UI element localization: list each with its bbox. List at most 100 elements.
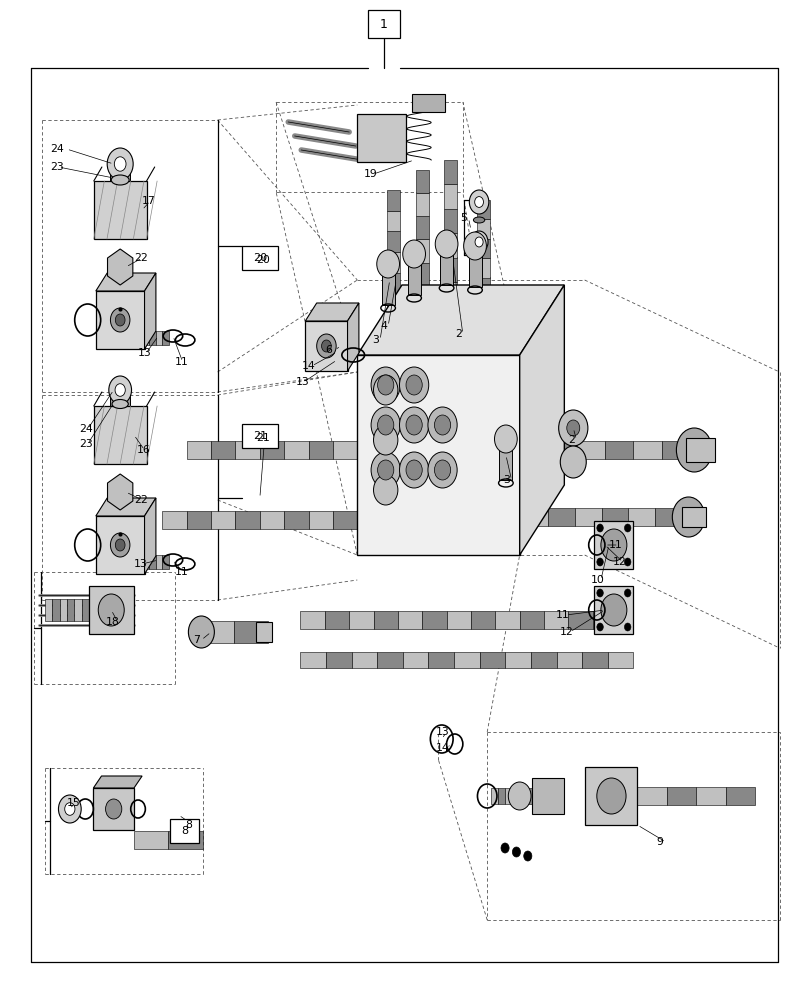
Text: 2: 2	[454, 329, 461, 339]
Bar	[162, 331, 169, 345]
Bar	[607, 652, 633, 668]
Bar	[547, 441, 576, 459]
Bar	[96, 516, 144, 574]
Ellipse shape	[473, 217, 484, 223]
Bar	[415, 332, 428, 355]
Circle shape	[373, 475, 397, 505]
Bar	[476, 219, 489, 239]
Bar	[415, 262, 428, 286]
Bar	[300, 611, 324, 629]
Bar	[255, 622, 272, 642]
Circle shape	[406, 375, 422, 395]
Circle shape	[512, 847, 520, 857]
Bar	[415, 193, 428, 216]
Bar	[387, 190, 400, 211]
Circle shape	[406, 460, 422, 480]
Bar	[476, 297, 489, 316]
Bar	[407, 260, 420, 295]
Bar	[130, 331, 136, 345]
Text: 22: 22	[134, 253, 148, 263]
Bar	[387, 314, 400, 334]
Bar	[134, 831, 169, 849]
Polygon shape	[107, 249, 133, 285]
Bar	[576, 441, 604, 459]
Bar	[110, 167, 130, 181]
Ellipse shape	[112, 399, 128, 408]
Text: 15: 15	[67, 798, 80, 808]
Bar	[136, 555, 143, 569]
Text: 13: 13	[436, 727, 449, 737]
Circle shape	[434, 460, 450, 480]
Bar	[521, 508, 547, 526]
Circle shape	[377, 415, 393, 435]
Bar	[305, 321, 347, 371]
Bar	[351, 652, 377, 668]
Bar	[517, 788, 525, 804]
Text: 24: 24	[50, 144, 64, 154]
Bar	[387, 334, 400, 355]
Bar	[324, 611, 349, 629]
Circle shape	[114, 157, 126, 171]
Text: 11: 11	[174, 567, 188, 577]
Bar	[444, 257, 457, 282]
Circle shape	[115, 384, 125, 396]
Bar	[235, 511, 260, 529]
Bar	[661, 441, 689, 459]
Bar	[594, 521, 633, 569]
Text: 13: 13	[138, 348, 152, 358]
Circle shape	[596, 623, 603, 631]
Bar	[628, 508, 654, 526]
Bar	[470, 611, 495, 629]
Circle shape	[500, 843, 508, 853]
Circle shape	[596, 524, 603, 532]
Bar	[525, 788, 531, 804]
Bar	[59, 599, 67, 621]
Bar	[592, 611, 616, 629]
Circle shape	[560, 446, 586, 478]
Polygon shape	[96, 498, 156, 516]
Bar	[666, 787, 695, 805]
Circle shape	[65, 803, 75, 815]
Bar	[143, 555, 149, 569]
Bar	[415, 170, 428, 193]
Circle shape	[463, 232, 486, 260]
Circle shape	[110, 533, 130, 557]
Bar	[495, 611, 519, 629]
Circle shape	[406, 415, 422, 435]
Text: 14: 14	[302, 361, 315, 371]
Bar	[130, 555, 136, 569]
Text: 3: 3	[371, 335, 378, 345]
Bar	[89, 586, 134, 634]
Bar	[169, 831, 203, 849]
Text: 11: 11	[608, 540, 622, 550]
Circle shape	[321, 340, 331, 352]
Bar	[211, 511, 235, 529]
Bar	[685, 438, 714, 462]
Bar	[414, 508, 440, 526]
Circle shape	[469, 190, 488, 214]
Bar	[308, 511, 333, 529]
Bar	[326, 652, 351, 668]
Text: 19: 19	[363, 169, 377, 179]
Bar	[333, 441, 357, 459]
Bar	[453, 652, 479, 668]
Bar	[149, 331, 156, 345]
Circle shape	[624, 558, 630, 566]
Bar	[187, 441, 211, 459]
Bar	[93, 788, 134, 830]
Bar	[415, 309, 428, 332]
Polygon shape	[305, 303, 358, 321]
Bar	[654, 508, 681, 526]
Bar	[82, 599, 89, 621]
Bar	[444, 306, 457, 331]
Bar	[530, 652, 556, 668]
Bar	[67, 599, 75, 621]
Bar	[415, 239, 428, 262]
Text: 6: 6	[324, 345, 331, 355]
Bar	[387, 293, 400, 314]
Bar	[422, 611, 446, 629]
Bar	[494, 508, 521, 526]
Text: 11: 11	[174, 357, 188, 367]
Bar	[444, 233, 457, 258]
Bar	[444, 184, 457, 209]
